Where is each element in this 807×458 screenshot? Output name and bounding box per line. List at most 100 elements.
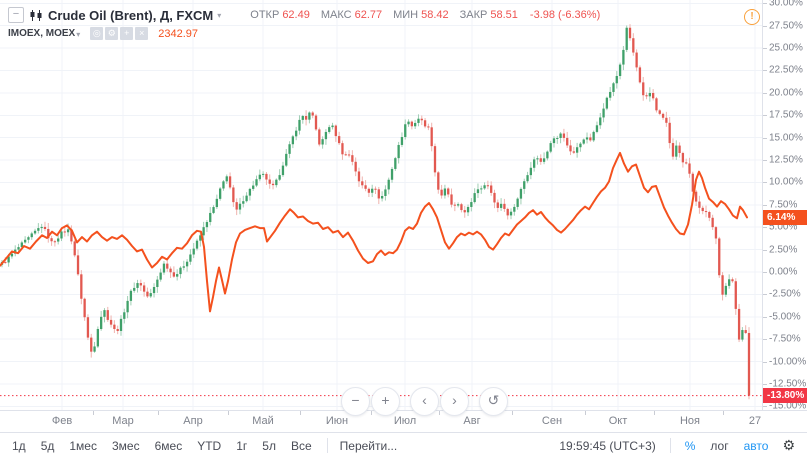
scroll-left-button[interactable]: ‹ xyxy=(410,387,439,416)
zoom-in-button[interactable]: + xyxy=(371,387,400,416)
collapse-icon[interactable]: − xyxy=(8,7,24,23)
compare-value: 2342.97 xyxy=(158,27,199,40)
goto-button[interactable]: Перейти... xyxy=(339,438,398,453)
x-axis-tickmark xyxy=(512,411,513,415)
y-axis-tick-label: 5.00% xyxy=(769,221,798,233)
zoom-out-button[interactable]: − xyxy=(341,387,370,416)
x-axis-tickmark xyxy=(585,411,586,415)
range-button-1y[interactable]: 1г xyxy=(236,438,248,453)
range-button-5d[interactable]: 5д xyxy=(40,438,55,453)
y-axis-tickmark xyxy=(763,92,767,94)
compare-row: IMOEX, MOEX ▾ ◎ ⚙ + × 2342.97 xyxy=(8,26,600,41)
chart-plot[interactable] xyxy=(0,0,762,410)
time-axis[interactable]: Фев Мар Апр Май Июн Июл Авг Сен Окт Ноя 27 xyxy=(0,410,807,433)
y-axis-tickmark xyxy=(763,361,767,363)
y-axis-tick-label: -10.00% xyxy=(769,356,807,368)
y-axis-tickmark xyxy=(763,383,767,385)
range-button-3m[interactable]: 3мес xyxy=(111,438,140,453)
plus-icon[interactable]: + xyxy=(120,27,134,40)
ohlc-values: ОТКР 62.49 МАКС 62.77 МИН 58.42 ЗАКР 58.… xyxy=(239,9,518,21)
y-axis-tick-label: -15.00% xyxy=(769,400,807,412)
y-axis-tick-label: -12.50% xyxy=(769,378,807,390)
range-button-ytd[interactable]: YTD xyxy=(197,438,222,453)
y-axis-tick-label: 30.00% xyxy=(769,0,803,9)
y-axis-tickmark xyxy=(763,70,767,72)
chart-canvas[interactable] xyxy=(0,0,762,410)
low-value: 58.42 xyxy=(421,9,449,21)
close-icon[interactable]: × xyxy=(135,27,149,40)
y-axis-tickmark xyxy=(763,227,767,229)
open-label: ОТКР xyxy=(250,9,280,21)
x-axis-tickmark xyxy=(438,411,440,415)
y-axis-tickmark xyxy=(763,25,767,27)
chevron-down-icon[interactable]: ▾ xyxy=(76,29,81,39)
clock[interactable]: 19:59:45 (UTC+3) xyxy=(559,438,656,453)
reset-view-button[interactable]: ↺ xyxy=(479,387,508,416)
y-axis-tick-label: -2.50% xyxy=(769,288,801,300)
y-axis-tick-label: 0.00% xyxy=(769,266,798,278)
range-button-1m[interactable]: 1мес xyxy=(69,438,97,453)
y-axis-tick-label: -5.00% xyxy=(769,311,801,323)
close-value: 58.51 xyxy=(490,9,518,21)
gear-icon[interactable]: ⚙ xyxy=(105,27,119,40)
price-axis[interactable]: 30.00% 27.50% 25.00% 22.50% 20.00% 17.50% 15.0… xyxy=(762,0,807,412)
x-axis-label: Апр xyxy=(183,415,203,427)
x-axis-label: 27 xyxy=(748,415,762,427)
x-axis-tickmark xyxy=(158,411,159,415)
y-axis-tick-label: 7.50% xyxy=(769,199,798,211)
open-value: 62.49 xyxy=(282,9,310,21)
x-axis-tickmark xyxy=(92,411,94,415)
y-axis-tickmark xyxy=(763,272,767,273)
last-value-badge: 6.14% xyxy=(763,209,807,225)
change-value: -3.98 (-6.36%) xyxy=(529,9,601,21)
range-button-5y[interactable]: 5л xyxy=(262,438,276,453)
y-axis-tickmark xyxy=(763,406,767,408)
range-button-6m[interactable]: 6мес xyxy=(154,438,183,453)
percent-scale-button[interactable]: % xyxy=(684,438,696,453)
y-axis-tick-label: 2.50% xyxy=(769,244,798,256)
y-axis-tickmark xyxy=(763,339,767,341)
chevron-down-icon[interactable]: ▾ xyxy=(217,11,222,20)
y-axis-tick-label: 15.00% xyxy=(769,132,803,144)
toolbar-divider xyxy=(326,438,328,453)
range-button-1d[interactable]: 1д xyxy=(12,438,26,453)
symbol-title: Crude Oil (Brent), Д, FXCM xyxy=(48,7,214,23)
high-value: 62.77 xyxy=(354,9,383,21)
chart-nav: − + ‹ › ↺ xyxy=(341,387,508,416)
x-axis-tickmark xyxy=(228,411,229,415)
y-axis-tickmark xyxy=(763,3,767,5)
auto-scale-button[interactable]: авто xyxy=(743,438,769,453)
y-axis-tickmark xyxy=(763,294,767,296)
range-button-all[interactable]: Все xyxy=(290,438,312,453)
x-axis-label: Окт xyxy=(608,415,628,427)
x-axis-label: Май xyxy=(252,415,274,427)
x-axis-tickmark xyxy=(722,411,724,415)
y-axis-tick-label: -7.50% xyxy=(769,333,801,345)
symbol-row: − Crude Oil (Brent), Д, FXCM ▾ ОТКР 62.4… xyxy=(8,6,600,24)
x-axis-tickmark xyxy=(300,411,301,415)
y-axis-tickmark xyxy=(763,48,767,50)
low-label: МИН xyxy=(393,9,419,21)
y-axis-tick-label: 25.00% xyxy=(769,42,803,54)
last-value-badge: -13.80% xyxy=(763,388,807,404)
y-axis-tick-label: 10.00% xyxy=(769,176,803,188)
x-axis-tickmark xyxy=(654,411,655,415)
y-axis-tick-label: 17.50% xyxy=(769,109,803,121)
y-axis-tickmark xyxy=(763,182,767,184)
y-axis-tickmark xyxy=(763,249,767,251)
y-axis-tickmark xyxy=(763,204,767,206)
eye-icon[interactable]: ◎ xyxy=(90,27,104,40)
candlestick-chart-icon xyxy=(30,9,42,21)
scroll-right-button[interactable]: › xyxy=(440,387,469,416)
log-scale-button[interactable]: лог xyxy=(710,438,729,453)
compare-controls: ◎ ⚙ + × xyxy=(90,27,150,40)
y-axis-tickmark xyxy=(763,137,767,139)
x-axis-tickmark xyxy=(371,411,372,415)
alert-icon[interactable]: ! xyxy=(744,9,760,25)
x-axis-label: Авг xyxy=(463,415,481,427)
y-axis-tick-label: 22.50% xyxy=(769,64,803,76)
y-axis-tick-label: 27.50% xyxy=(769,20,803,32)
settings-gear-icon[interactable]: ⚙ xyxy=(782,437,795,453)
y-axis-tick-label: 20.00% xyxy=(769,87,803,99)
